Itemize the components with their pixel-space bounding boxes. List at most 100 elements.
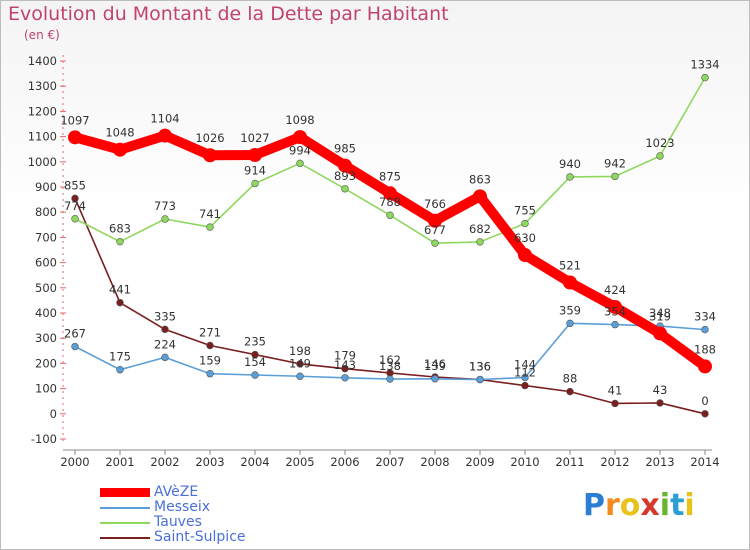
data-label-messeix: 359 <box>559 303 581 317</box>
x-tick-label: 2008 <box>420 455 449 469</box>
legend-label-aveze: AVèZE <box>154 484 199 500</box>
legend-label-tauves: Tauves <box>154 514 202 530</box>
data-point-tauves <box>251 179 259 188</box>
data-point-saint-sulpice <box>341 364 349 373</box>
data-point-messeix <box>431 375 439 383</box>
data-point-tauves <box>116 237 124 246</box>
legend-swatch-saint-sulpice <box>100 537 150 539</box>
data-point-saint-sulpice <box>71 194 79 203</box>
data-label-messeix: 175 <box>109 350 131 364</box>
data-point-messeix <box>521 373 529 382</box>
data-label-messeix: 159 <box>199 354 221 368</box>
y-tick-label: 1300 <box>28 79 57 93</box>
y-tick-label: 1000 <box>28 155 57 169</box>
data-point-saint-sulpice <box>701 410 709 418</box>
data-label-tauves: 677 <box>424 223 446 237</box>
x-tick-label: 2014 <box>690 455 719 469</box>
data-point-messeix <box>71 342 79 351</box>
chart-title: Evolution du Montant de la Dette par Hab… <box>8 3 449 25</box>
data-point-tauves <box>296 159 304 168</box>
data-point-saint-sulpice <box>161 325 169 334</box>
data-label-messeix: 139 <box>424 359 446 373</box>
data-point-saint-sulpice <box>251 350 259 359</box>
data-point-saint-sulpice <box>656 399 664 407</box>
data-label-saint-sulpice: 0 <box>701 394 708 408</box>
y-tick-label: 900 <box>35 180 57 194</box>
data-label-messeix: 149 <box>289 356 311 370</box>
data-point-av-ze <box>608 299 622 314</box>
data-label-tauves: 940 <box>559 157 581 171</box>
x-tick-label: 2012 <box>600 455 629 469</box>
series-layer <box>68 73 712 418</box>
data-point-messeix <box>701 325 709 334</box>
data-point-av-ze <box>383 186 397 201</box>
y-tick-label: -100 <box>31 432 57 446</box>
data-point-tauves <box>611 172 619 181</box>
x-tick-label: 2006 <box>330 455 359 469</box>
data-point-messeix <box>476 375 484 384</box>
data-label-av-ze: 424 <box>604 283 626 297</box>
data-label-tauves: 755 <box>514 204 536 218</box>
x-tick-label: 2009 <box>465 455 494 469</box>
data-point-saint-sulpice <box>116 298 124 307</box>
x-tick-label: 2010 <box>510 455 539 469</box>
data-label-av-ze: 863 <box>469 172 491 186</box>
data-point-av-ze <box>248 147 262 162</box>
data-label-saint-sulpice: 441 <box>109 283 131 297</box>
data-point-av-ze <box>428 213 442 228</box>
x-tick-label: 2003 <box>195 455 224 469</box>
data-label-saint-sulpice: 271 <box>199 326 221 340</box>
data-point-tauves <box>566 173 574 181</box>
data-label-saint-sulpice: 162 <box>379 353 401 367</box>
data-point-messeix <box>611 320 619 329</box>
data-label-messeix: 144 <box>514 358 536 372</box>
x-tick-label: 2005 <box>285 455 314 469</box>
data-label-tauves: 683 <box>109 222 131 236</box>
data-label-saint-sulpice: 136 <box>469 360 491 374</box>
data-label-saint-sulpice: 335 <box>154 309 176 323</box>
data-label-messeix: 224 <box>154 337 176 351</box>
data-label-av-ze: 766 <box>424 197 446 211</box>
data-label-av-ze: 985 <box>334 142 356 156</box>
data-label-saint-sulpice: 112 <box>514 366 536 380</box>
logo-letter: o <box>619 488 641 523</box>
logo-letter: r <box>605 488 620 523</box>
data-point-av-ze <box>158 128 172 143</box>
legend-item-tauves: Tauves <box>100 514 350 530</box>
data-label-av-ze: 521 <box>559 259 581 273</box>
data-label-tauves: 994 <box>289 143 311 157</box>
x-tick-label: 2011 <box>555 455 584 469</box>
proxiti-logo: Proxiti <box>583 488 695 523</box>
data-label-saint-sulpice: 198 <box>289 344 311 358</box>
data-label-tauves: 774 <box>64 199 86 213</box>
legend-swatch-aveze <box>100 488 150 497</box>
data-point-av-ze <box>698 359 712 374</box>
data-label-tauves: 682 <box>469 222 491 236</box>
data-label-saint-sulpice: 88 <box>563 372 578 386</box>
data-point-saint-sulpice <box>566 387 574 396</box>
y-tick-label: 700 <box>35 230 57 244</box>
data-point-av-ze <box>293 130 307 145</box>
data-label-av-ze: 1026 <box>195 131 224 145</box>
data-point-saint-sulpice <box>611 399 619 408</box>
data-point-tauves <box>476 238 484 246</box>
data-label-tauves: 788 <box>379 195 401 209</box>
data-point-tauves <box>71 215 79 223</box>
legend-label-saint-sulpice: Saint-Sulpice <box>154 529 246 545</box>
data-label-messeix: 138 <box>379 359 401 373</box>
data-point-av-ze <box>473 189 487 204</box>
data-point-messeix <box>296 372 304 380</box>
data-point-messeix <box>251 371 259 379</box>
y-tick-label: 1100 <box>28 130 57 144</box>
data-label-tauves: 1334 <box>690 58 719 72</box>
data-point-messeix <box>386 375 394 383</box>
logo-letter: i <box>659 488 671 523</box>
data-label-tauves: 1023 <box>645 136 674 150</box>
data-label-tauves: 741 <box>199 207 221 221</box>
y-tick-label: 500 <box>35 281 57 295</box>
data-point-tauves <box>341 185 349 193</box>
data-label-saint-sulpice: 146 <box>424 357 446 371</box>
x-tick-label: 2001 <box>105 455 134 469</box>
legend-item-messeix: Messeix <box>100 499 350 515</box>
data-label-messeix: 348 <box>649 306 671 320</box>
